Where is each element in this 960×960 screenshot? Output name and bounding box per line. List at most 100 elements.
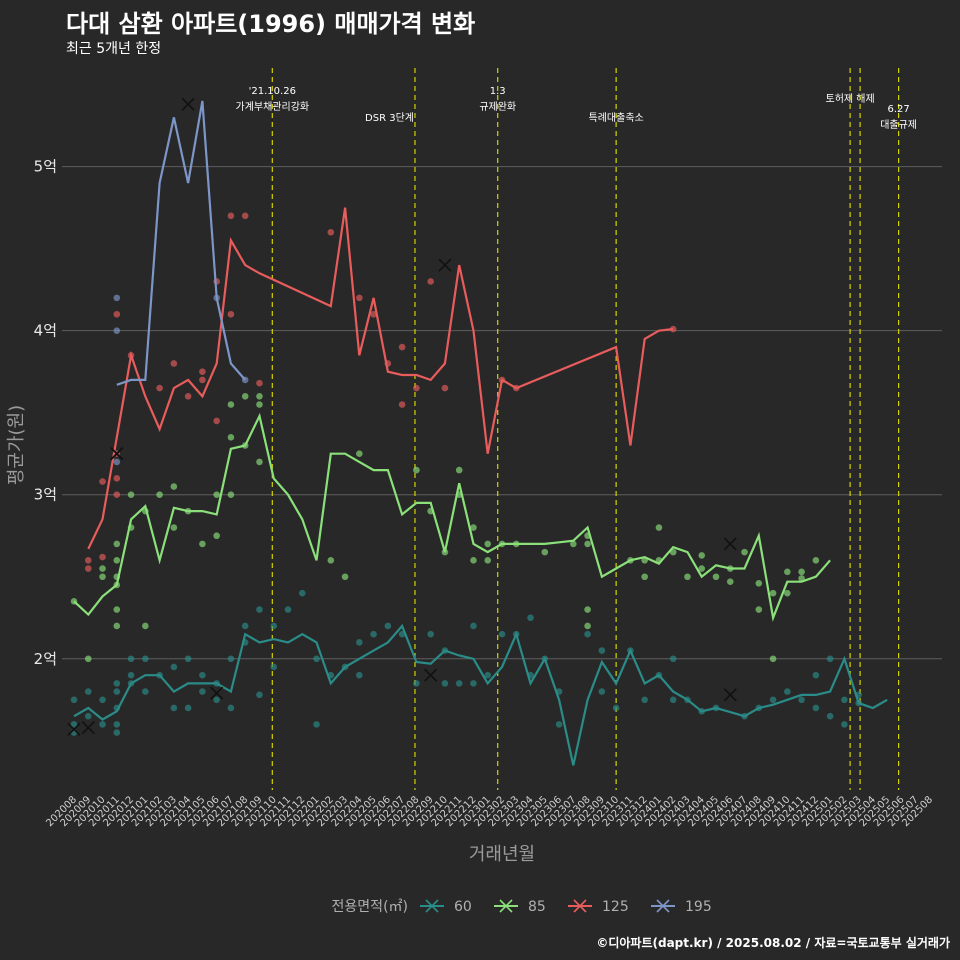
data-point [170, 483, 178, 490]
series-195 [110, 97, 249, 466]
data-point [170, 360, 178, 367]
data-point [199, 540, 206, 548]
data-point [142, 688, 149, 695]
data-point [227, 491, 235, 499]
series-60 [67, 589, 888, 766]
data-point [455, 680, 463, 687]
legend-marker [573, 899, 587, 913]
data-point [99, 696, 106, 704]
data-point [256, 691, 263, 699]
legend-label: 125 [602, 899, 629, 915]
data-point [113, 475, 121, 482]
data-point [84, 565, 92, 572]
data-point [113, 458, 121, 466]
data-point [612, 704, 620, 712]
data-point [841, 721, 848, 728]
data-point [655, 524, 663, 531]
data-point [142, 622, 149, 630]
data-point [170, 663, 178, 671]
data-point [84, 655, 92, 663]
data-point [455, 466, 463, 474]
data-point [441, 680, 449, 687]
data-point [184, 655, 192, 663]
legend-marker [425, 899, 439, 913]
data-point [227, 212, 235, 220]
data-point [413, 466, 420, 474]
data-point [227, 310, 235, 318]
series-line [116, 100, 247, 386]
event-label: '21.10.26 [249, 86, 296, 97]
legend-title: 전용면적(㎡) [332, 899, 408, 915]
data-point [70, 721, 78, 728]
data-point [270, 663, 278, 671]
series-line [73, 412, 831, 622]
cross-marker [181, 97, 195, 111]
data-point [641, 696, 648, 704]
cross-marker [110, 447, 124, 461]
data-point [156, 491, 163, 499]
data-point [256, 606, 263, 613]
data-point [798, 568, 805, 576]
data-point [398, 401, 406, 408]
data-point [113, 729, 121, 736]
data-point [413, 680, 420, 687]
data-point [684, 573, 691, 581]
data-point [170, 524, 178, 531]
data-point [641, 573, 648, 581]
data-point [270, 622, 278, 630]
data-point [127, 491, 135, 499]
data-point [769, 655, 777, 663]
data-point [470, 680, 477, 687]
data-point [313, 721, 320, 728]
data-point [812, 557, 820, 564]
data-point [113, 310, 121, 318]
data-point [356, 671, 363, 679]
x-axis-title: 거래년월 [469, 844, 535, 865]
legend-label: 60 [454, 899, 472, 915]
data-point [484, 557, 492, 564]
legend-label: 85 [528, 899, 546, 915]
y-tick-label: 4억 [34, 322, 57, 340]
data-point [370, 310, 377, 318]
data-point [398, 343, 406, 351]
data-point [527, 614, 534, 622]
data-point [356, 639, 363, 646]
legend-marker [656, 899, 670, 913]
event-label: 1.3 [490, 86, 506, 97]
data-point [541, 548, 549, 556]
data-point [726, 578, 734, 585]
data-point [99, 565, 106, 572]
data-point [127, 671, 135, 679]
data-point [127, 655, 135, 663]
data-point [370, 630, 377, 638]
data-point [256, 379, 263, 387]
data-point [470, 557, 477, 564]
data-point [256, 392, 263, 400]
chart-title: 다대 삼환 아파트(1996) 매매가격 변화 [66, 10, 476, 38]
data-point [327, 228, 335, 236]
source-caption: ©디아파트(dapt.kr) / 2025.08.02 / 자료=국토교통부 실… [596, 936, 950, 950]
data-point [498, 630, 506, 638]
data-point [384, 622, 392, 630]
data-point [227, 401, 235, 408]
event-label: 토허제 해제 [826, 92, 875, 105]
series-125 [84, 207, 677, 572]
data-point [113, 294, 121, 302]
data-point [784, 589, 791, 597]
data-point [427, 630, 434, 638]
data-point [113, 680, 121, 687]
data-point [99, 553, 106, 561]
data-point [484, 540, 492, 548]
data-point [470, 622, 477, 630]
data-point [584, 606, 591, 613]
data-point [99, 478, 106, 485]
data-point [113, 540, 121, 548]
y-axis-title: 평균가(원) [6, 405, 27, 485]
cross-marker [67, 722, 81, 736]
y-tick-label: 2억 [34, 650, 57, 668]
data-point [213, 532, 220, 540]
data-point [669, 696, 677, 704]
data-point [427, 278, 434, 285]
series-line [73, 623, 888, 766]
data-point [570, 540, 577, 548]
